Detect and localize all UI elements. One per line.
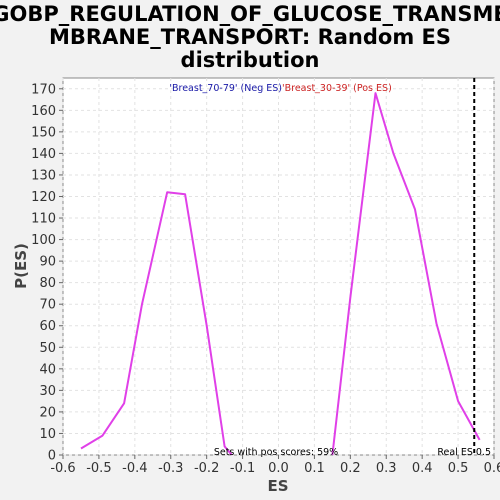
series-line-neg	[80, 191, 233, 456]
y-tick-label: 140	[31, 147, 56, 162]
x-tick-label: -0.5	[86, 461, 111, 476]
y-tick-label: 30	[39, 384, 56, 399]
chart-title-line-2: MBRANE_TRANSPORT: Random ES	[49, 25, 451, 49]
grid	[62, 78, 495, 456]
legend-neg: 'Breast_70-79' (Neg ES)	[169, 83, 282, 94]
chart-title-line-1: GOBP_REGULATION_OF_GLUCOSE_TRANSME	[0, 2, 500, 26]
y-tick-label: 50	[39, 341, 56, 356]
chart-title: GOBP_REGULATION_OF_GLUCOSE_TRANSME MBRAN…	[0, 2, 500, 72]
y-tick-label: 70	[39, 298, 56, 313]
legend: 'Breast_70-79' (Neg ES) 'Breast_30-39' (…	[169, 83, 391, 94]
y-tick-label: 60	[39, 319, 56, 334]
chart-title-line-3: distribution	[181, 48, 320, 72]
legend-pos: 'Breast_30-39' (Pos ES)	[282, 83, 392, 94]
y-tick-label: 40	[39, 362, 56, 377]
series-layer	[80, 92, 481, 456]
y-tick-label: 100	[31, 233, 56, 248]
x-tick-label: -0.4	[122, 461, 147, 476]
y-tick-label: 120	[31, 190, 56, 205]
x-tick-label: -0.2	[194, 461, 219, 476]
y-tick-label: 10	[39, 427, 56, 442]
real-es-label: Real ES 0.5	[437, 447, 491, 458]
x-tick-label: 0.4	[412, 461, 433, 476]
x-tick-label: 0.1	[304, 461, 325, 476]
y-tick-label: 80	[39, 276, 56, 291]
x-tick-label: -0.3	[158, 461, 183, 476]
y-tick-label: 130	[31, 168, 56, 183]
y-axis-label: P(ES)	[12, 243, 30, 289]
x-tick-label: 0.5	[448, 461, 469, 476]
x-axis-label: ES	[267, 477, 288, 495]
x-tick-label: 0.2	[340, 461, 361, 476]
x-tick-label: 0.6	[484, 461, 500, 476]
y-tick-label: 160	[31, 104, 56, 119]
ticks: -0.6 -0.5 -0.4 -0.3 -0.2 -0.1 0.0 0.1 0.2 0.3 0.4 0…	[31, 82, 500, 476]
x-tick-label: 0.0	[268, 461, 289, 476]
y-tick-label: 90	[39, 255, 56, 270]
y-tick-label: 150	[31, 125, 56, 140]
y-tick-label: 110	[31, 212, 56, 227]
pos-scores-annotation: Sets with pos scores: 59%	[214, 447, 338, 458]
y-tick-label: 20	[39, 405, 56, 420]
y-tick-label: 170	[31, 82, 56, 97]
x-tick-label: -0.1	[230, 461, 255, 476]
x-tick-label: 0.3	[376, 461, 397, 476]
y-tick-label: 0	[48, 449, 56, 464]
x-tick-label: -0.6	[50, 461, 75, 476]
series-line-pos	[331, 92, 481, 456]
